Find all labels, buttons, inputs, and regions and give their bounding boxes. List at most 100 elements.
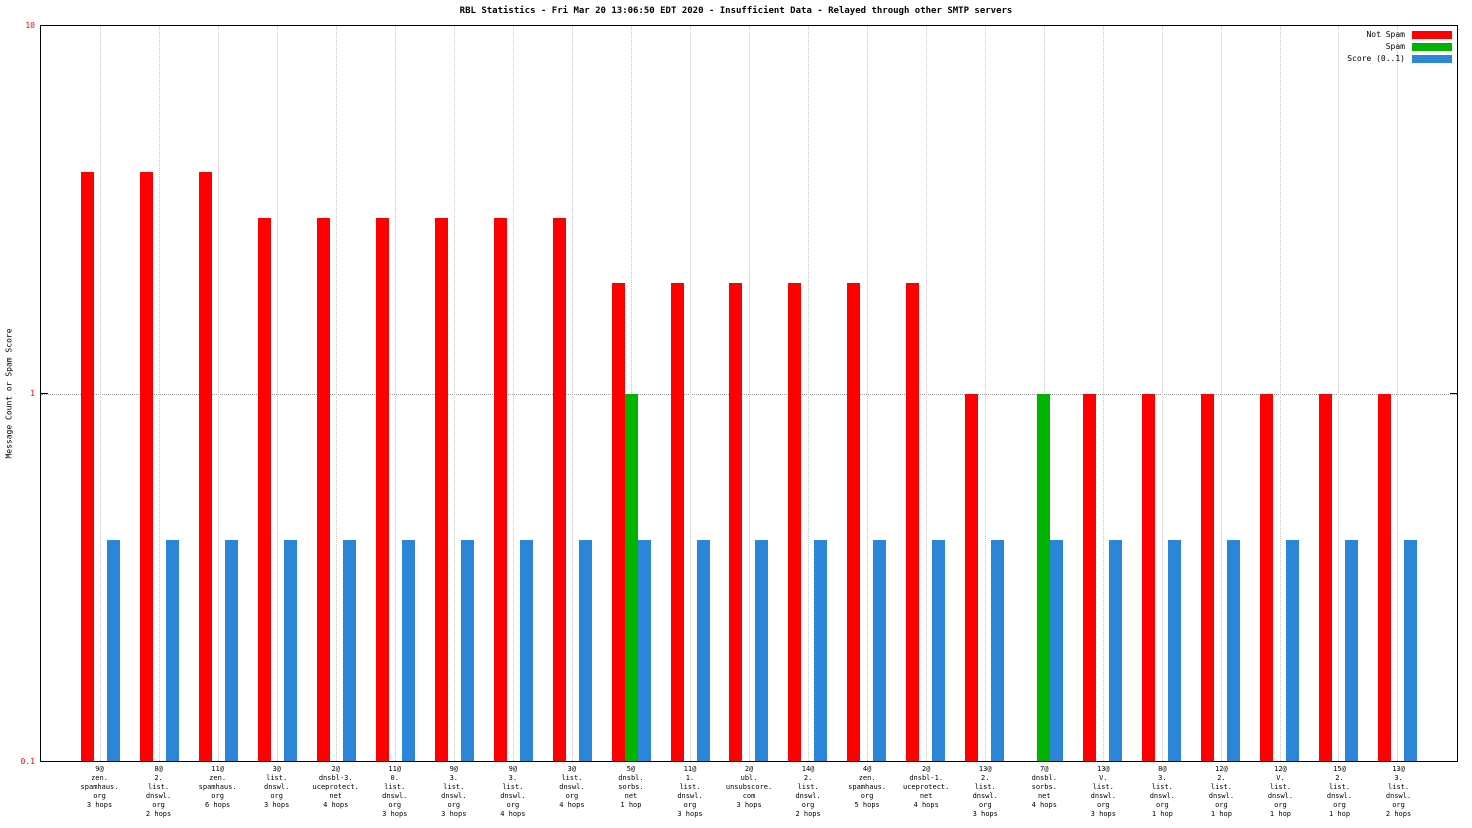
- x-tick-label: 12@ 2. list. dnswl. org 1 hop: [1192, 765, 1251, 819]
- x-tick-label-line: list.: [1328, 783, 1351, 791]
- x-tick-label-line: 2@: [921, 765, 931, 773]
- x-tick-label-line: 1.: [685, 774, 695, 782]
- x-tick-label-line: 1 hop: [620, 801, 642, 809]
- x-tick-label-line: com: [742, 792, 756, 800]
- bar-group: [602, 26, 661, 761]
- x-tick-label-line: 4 hops: [500, 810, 526, 818]
- bar-score-0-1: [1344, 539, 1358, 761]
- y-tick-mark-left: [41, 392, 48, 394]
- bar-not-spam: [788, 282, 802, 761]
- x-tick-label-line: 12@: [1215, 765, 1228, 773]
- bar-group: [366, 26, 425, 761]
- x-tick-label-line: 3 hops: [264, 801, 290, 809]
- bar-group: [1132, 26, 1191, 761]
- x-tick-label-line: dnswl.: [1090, 792, 1116, 800]
- bar-not-spam: [729, 282, 743, 761]
- bar-score-0-1: [224, 539, 238, 761]
- bar-not-spam: [1142, 393, 1156, 761]
- bar-not-spam: [1318, 393, 1332, 761]
- x-tick-label-line: 4@: [862, 765, 872, 773]
- bar-not-spam: [906, 282, 920, 761]
- bar-group: [1368, 26, 1427, 761]
- bar-group: [837, 26, 896, 761]
- x-tick-label-line: uceprotect.: [903, 783, 950, 791]
- x-tick-label-line: org: [860, 792, 874, 800]
- x-tick-label-line: 2 hops: [795, 810, 821, 818]
- bar-not-spam: [198, 172, 212, 761]
- legend-label-spam: Spam: [1385, 42, 1405, 51]
- x-tick-label-line: dnswl.: [500, 792, 526, 800]
- x-tick-label-line: 2.: [981, 774, 990, 782]
- bar-score-0-1: [165, 539, 179, 761]
- x-tick-label-line: spamhaus.: [848, 783, 887, 791]
- x-tick-label-line: dnsbl-3.: [318, 774, 353, 782]
- bar-group: [425, 26, 484, 761]
- x-tick-label-line: org: [211, 792, 224, 800]
- bar-not-spam: [1377, 393, 1391, 761]
- bar-not-spam: [316, 218, 330, 761]
- legend-label-not-spam: Not Spam: [1366, 30, 1405, 39]
- x-tick-label: 7@ dnsbl. sorbs. net 4 hops: [1015, 765, 1074, 819]
- legend-item-score: Score (0..1): [1347, 54, 1452, 63]
- bar-group: [719, 26, 778, 761]
- x-tick-label-line: uceprotect.: [312, 783, 359, 791]
- x-tick-label-line: org: [1392, 801, 1405, 809]
- y-tick-mark-right: [1450, 392, 1457, 394]
- x-tick-label-line: 2 hops: [145, 810, 172, 818]
- x-tick-label-line: org: [1215, 801, 1228, 809]
- bar-not-spam: [552, 218, 566, 761]
- x-tick-label-line: list.: [1269, 783, 1291, 791]
- bar-score-0-1: [755, 539, 769, 761]
- x-tick-label-line: 3 hops: [736, 801, 762, 809]
- bar-group: [130, 26, 189, 761]
- bar-score-0-1: [460, 539, 474, 761]
- x-tick-label-line: dnswl.: [441, 792, 467, 800]
- bar-score-0-1: [932, 539, 946, 761]
- x-tick-label-line: 8@: [154, 765, 163, 773]
- x-tick-label: 8@ 2. list. dnswl. org 2 hops: [129, 765, 188, 819]
- x-tick-label-line: 3.: [1158, 774, 1167, 782]
- x-tick-label-line: list.: [1388, 783, 1410, 791]
- bar-not-spam: [1201, 393, 1215, 761]
- x-tick-label: 4@ zen. spamhaus. org 5 hops: [838, 765, 897, 819]
- x-tick-label-line: org: [152, 801, 165, 809]
- x-tick-label: 2@ dnsbl-3. uceprotect. net 4 hops: [306, 765, 365, 819]
- bar-group: [543, 26, 602, 761]
- bar-not-spam: [139, 172, 153, 761]
- bar-spam: [1037, 393, 1051, 761]
- x-tick-label-line: dnswl.: [1208, 792, 1235, 800]
- bar-group: [778, 26, 837, 761]
- x-tick-label-line: V.: [1276, 774, 1285, 782]
- bar-score-0-1: [814, 539, 828, 761]
- x-tick-label-line: 0.: [390, 774, 399, 782]
- bar-not-spam: [257, 218, 271, 761]
- bar-score-0-1: [1403, 539, 1417, 761]
- x-axis-labels: 9@ zen. spamhaus. org 3 hops 8@ 2. list. dnswl. o…: [40, 765, 1458, 819]
- x-tick-label-line: list.: [561, 774, 583, 782]
- bar-group: [661, 26, 720, 761]
- bar-not-spam: [1083, 393, 1097, 761]
- x-tick-label-line: 3.: [449, 774, 459, 782]
- x-tick-label-line: org: [388, 801, 402, 809]
- x-tick-label-line: org: [447, 801, 461, 809]
- x-tick-label-line: org: [801, 801, 815, 809]
- bar-score-0-1: [342, 539, 356, 761]
- bar-not-spam: [611, 282, 625, 761]
- x-tick-label-line: dnswl.: [559, 783, 585, 791]
- bar-spam: [624, 393, 638, 761]
- x-tick-label-line: org: [1274, 801, 1287, 809]
- bar-groups: [41, 26, 1457, 761]
- x-tick-label: 9@ 3. list. dnswl. org 4 hops: [483, 765, 542, 819]
- x-tick-label-line: 3@: [567, 765, 577, 773]
- x-tick-label-line: 1 hop: [1210, 810, 1232, 818]
- bar-score-0-1: [1109, 539, 1123, 761]
- x-tick-label-line: dnswl.: [382, 792, 408, 800]
- bar-score-0-1: [401, 539, 415, 761]
- x-tick-label-line: 4 hops: [913, 801, 939, 809]
- x-tick-label-line: list.: [443, 783, 465, 791]
- bar-score-0-1: [1286, 539, 1300, 761]
- x-tick-label: 11@ 1. list. dnswl. org 3 hops: [660, 765, 719, 819]
- x-tick-label-line: 1 hop: [1151, 810, 1173, 818]
- bar-group: [71, 26, 130, 761]
